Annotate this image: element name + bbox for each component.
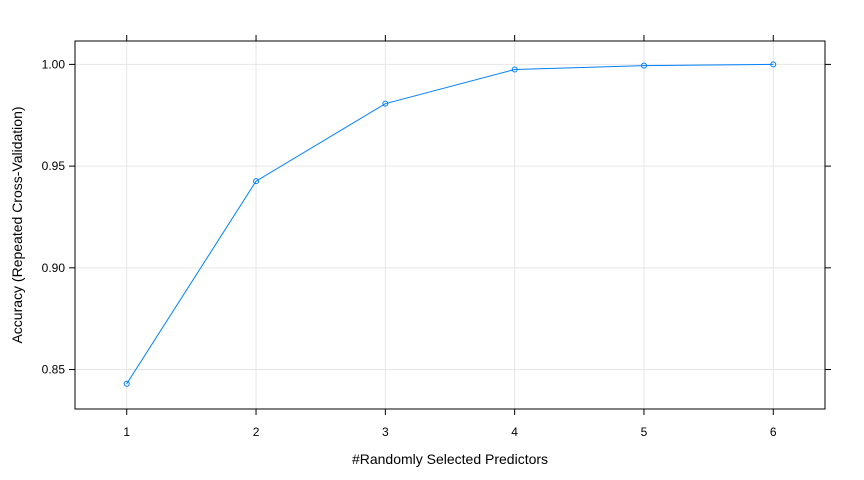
y-tick-labels: 0.85 0.90 0.95 1.00: [42, 57, 66, 376]
x-tick-label: 6: [770, 425, 777, 439]
data-point: [640, 62, 647, 69]
y-tick-label: 1.00: [42, 57, 66, 71]
x-tick-label: 5: [641, 425, 648, 439]
y-tick-label: 0.95: [42, 159, 66, 173]
y-tick-label: 0.90: [42, 261, 66, 275]
x-tick-label: 1: [123, 425, 130, 439]
data-point: [253, 178, 260, 185]
x-tick-labels: 1 2 3 4 5 6: [123, 425, 777, 439]
x-tick-label: 4: [511, 425, 518, 439]
data-point: [770, 61, 777, 68]
series-line: [126, 63, 774, 385]
grid: [75, 41, 825, 409]
data-point: [511, 66, 518, 73]
y-tick-label: 0.85: [42, 363, 66, 377]
y-axis-label: Accuracy (Repeated Cross-Validation): [9, 106, 25, 343]
x-tick-label: 2: [253, 425, 260, 439]
series: [123, 61, 777, 387]
x-tick-label: 3: [382, 425, 389, 439]
plot-frame: [74, 40, 826, 410]
axis-ticks: [69, 35, 831, 415]
x-axis-label: #Randomly Selected Predictors: [352, 451, 548, 467]
data-point: [123, 380, 130, 387]
data-point: [382, 100, 389, 107]
